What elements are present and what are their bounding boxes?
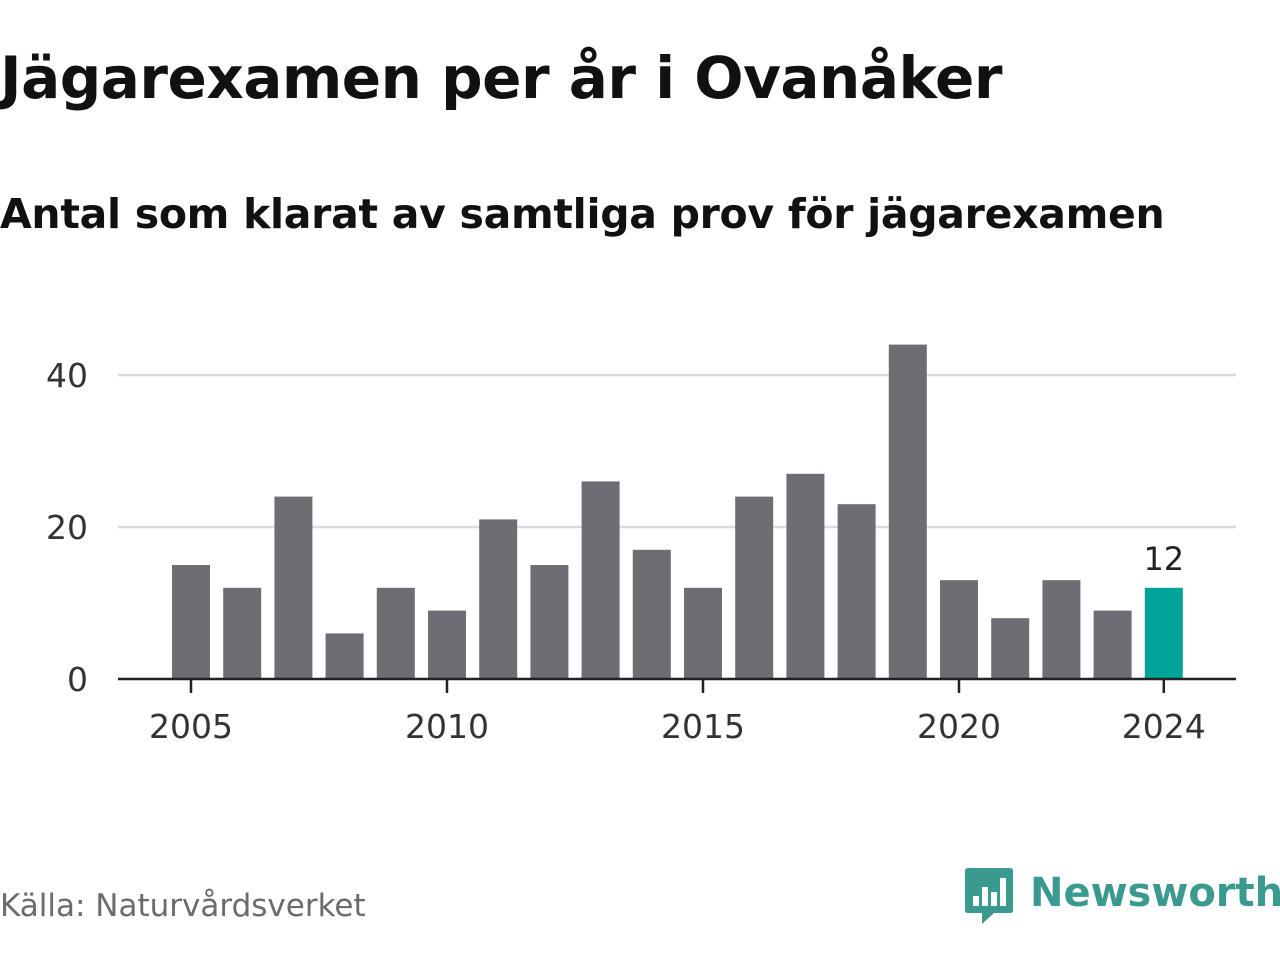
y-tick-label: 0 — [67, 660, 88, 699]
chart-title: Jägarexamen per år i Ovanåker — [0, 44, 1002, 112]
bar — [837, 504, 876, 679]
x-tick-label: 2024 — [1122, 707, 1206, 746]
y-tick-label: 20 — [46, 508, 88, 547]
bar — [735, 496, 774, 679]
brand-logo: Newsworthy — [964, 864, 1280, 928]
bar — [888, 344, 927, 679]
x-tick-label: 2020 — [917, 707, 1001, 746]
bar — [223, 587, 262, 679]
bar — [428, 610, 466, 679]
brand-name: Newsworthy — [1030, 870, 1280, 916]
bar — [325, 633, 364, 679]
bar — [530, 565, 569, 679]
bar — [684, 587, 722, 679]
data-label: 12 — [1143, 540, 1184, 578]
bar — [376, 587, 415, 679]
bar — [274, 496, 313, 679]
bar — [1042, 580, 1081, 679]
bar — [172, 565, 210, 679]
bar — [991, 618, 1030, 679]
bar — [940, 580, 978, 679]
bar — [581, 481, 620, 679]
source-note: Källa: Naturvårdsverket — [0, 888, 366, 924]
x-tick-label: 2005 — [149, 707, 233, 746]
newsworthy-logo-icon — [965, 868, 1013, 924]
bar-highlight — [1144, 587, 1183, 679]
bar — [479, 519, 518, 679]
chart-subtitle: Antal som klarat av samtliga prov för jä… — [0, 190, 1165, 238]
bar — [1093, 610, 1132, 679]
bar — [786, 473, 825, 679]
bar — [632, 549, 671, 679]
x-tick-label: 2015 — [661, 707, 745, 746]
x-tick-label: 2010 — [405, 707, 489, 746]
y-tick-label: 40 — [46, 356, 88, 395]
